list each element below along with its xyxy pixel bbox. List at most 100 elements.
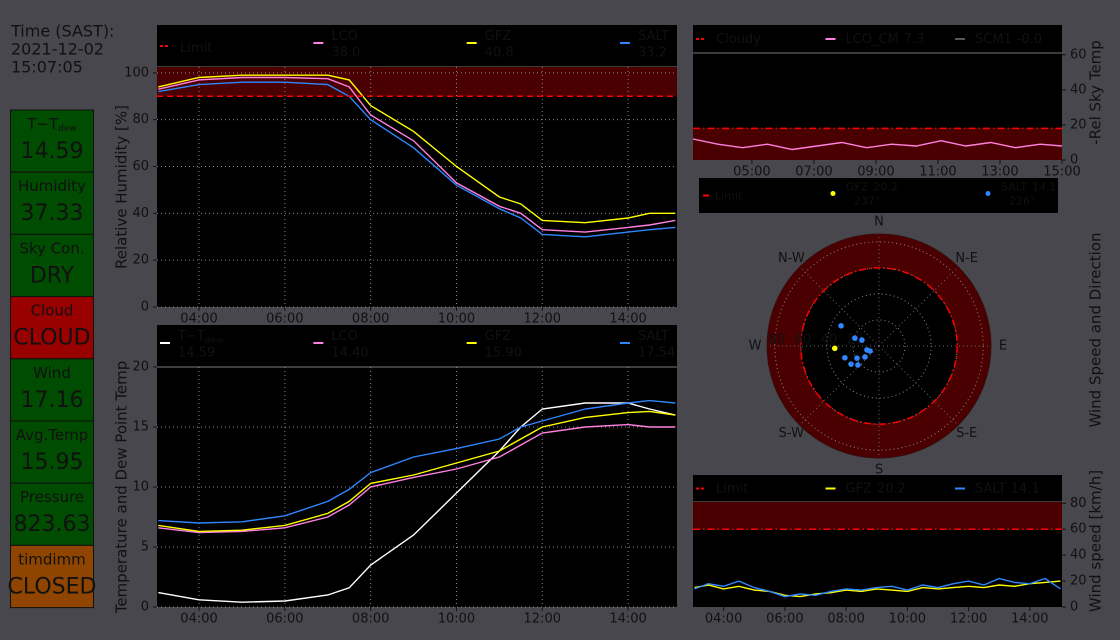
series-line — [158, 81, 676, 238]
legend-name: SALT — [638, 29, 669, 44]
y-tick-label: 0 — [141, 300, 149, 315]
legend-value: 33.2 — [638, 46, 667, 61]
grid-ring — [852, 319, 906, 373]
y-tick-label: 40 — [132, 206, 149, 221]
status-label: Sky Con. — [19, 239, 84, 257]
direction-label: N — [874, 215, 884, 230]
grid-spoke — [799, 345, 880, 426]
x-tick-label: 15:00 — [1043, 165, 1080, 180]
series-line — [158, 423, 676, 534]
legend-label: GFZ 20.2 — [846, 481, 906, 496]
direction-label: S-W — [779, 426, 804, 441]
wind-point — [838, 323, 844, 329]
legend-name: Limit — [715, 190, 743, 203]
wind-point — [852, 335, 858, 341]
legend-value: 14.1 — [1032, 181, 1057, 194]
r-tick-label: 60 — [795, 333, 812, 348]
legend-name: SALT — [1001, 181, 1027, 194]
status-value: CLOSED — [8, 574, 97, 599]
legend-name: SALT — [638, 329, 669, 344]
grid-spoke — [799, 266, 880, 347]
y-tick-label: 80 — [132, 112, 149, 127]
legend-label: SCM1 -0.0 — [975, 32, 1042, 47]
status-value: 14.59 — [21, 139, 84, 164]
x-tick-label: 08:00 — [352, 612, 389, 627]
wind-point — [842, 354, 848, 361]
series-line — [692, 138, 1063, 151]
series-line — [158, 402, 676, 603]
wind-point — [862, 354, 868, 360]
status-value: 823.63 — [14, 512, 91, 537]
wind-point — [855, 362, 861, 368]
status-value: DRY — [30, 263, 75, 288]
x-tick-label: 10:00 — [438, 312, 475, 327]
status-label: Cloud — [31, 301, 74, 319]
y-axis-label: Temperature and Dew Point Temp — [113, 361, 131, 615]
direction-label: S-E — [956, 426, 977, 441]
legend-label: Limit — [716, 481, 748, 496]
x-tick-label: 12:00 — [950, 612, 987, 627]
x-tick-label: 06:00 — [266, 312, 303, 327]
header-line: Time (SAST): — [10, 22, 114, 41]
legend-box — [699, 178, 1058, 213]
direction-label: N-E — [955, 251, 978, 266]
status-label-sub: dew — [58, 124, 77, 134]
legend-label: SALT 14.1 — [975, 481, 1040, 496]
legend-name: Limit — [716, 481, 748, 496]
series-line — [694, 580, 1061, 598]
y-tick-label: 20 — [132, 360, 149, 375]
y-tick-label: 60 — [132, 159, 149, 174]
header-line: 2021-12-02 — [11, 40, 104, 59]
status-label: Avg.Temp — [16, 426, 89, 444]
status-label-main: Cloud — [31, 301, 74, 319]
status-label: timdimm — [18, 550, 86, 568]
x-tick-label: 05:00 — [733, 165, 770, 180]
y-tick-label: 0 — [1070, 153, 1078, 168]
y-tick-label: 80 — [1070, 496, 1087, 511]
series-line — [158, 399, 676, 524]
legend-box — [157, 25, 677, 67]
legend-label: LCO — [331, 329, 358, 344]
legend-label: Limit — [715, 190, 743, 203]
status-label: Wind — [33, 363, 71, 381]
status-value: 17.16 — [21, 388, 84, 413]
legend-box — [693, 25, 1062, 53]
series-line — [694, 577, 1061, 598]
limit-zone — [157, 67, 677, 97]
legend-name: GFZ — [485, 329, 512, 344]
legend-direction: 237° — [854, 195, 881, 208]
legend-name: GFZ — [846, 181, 869, 194]
wind-point — [859, 337, 865, 343]
status-label-main: T−T — [26, 115, 59, 133]
legend-label: LCO — [331, 29, 358, 44]
limit-zone — [693, 502, 1062, 530]
direction-label: N-W — [778, 251, 805, 266]
status-label: T−Tdew — [26, 115, 77, 134]
direction-label: E — [999, 339, 1007, 354]
header-line: 15:07:05 — [11, 58, 83, 77]
y-tick-label: 40 — [1070, 548, 1087, 563]
legend-marker — [830, 191, 836, 196]
legend-value: 14.40 — [331, 346, 368, 361]
legend-value: -0.0 — [1017, 32, 1042, 47]
series-line — [158, 74, 676, 224]
direction-label: W — [749, 339, 762, 354]
status-box — [10, 109, 94, 173]
legend-name: LCO_CM — [846, 32, 899, 47]
r-tick-label: 80 — [769, 333, 786, 348]
status-label-main: timdimm — [18, 550, 86, 568]
x-tick-label: 04:00 — [180, 312, 217, 327]
status-label: Humidity — [18, 177, 86, 195]
status-box — [10, 171, 94, 235]
x-tick-label: 09:00 — [857, 165, 894, 180]
status-label: Pressure — [20, 488, 84, 506]
status-box — [10, 296, 94, 360]
direction-label: S — [875, 463, 883, 478]
legend-name: LCO — [331, 329, 358, 344]
x-tick-label: 06:00 — [766, 612, 803, 627]
limit-ring — [800, 267, 958, 425]
status-value: 15.95 — [21, 450, 84, 475]
legend-value: 7.3 — [904, 32, 925, 47]
x-tick-label: 04:00 — [180, 612, 217, 627]
x-tick-label: 14:00 — [609, 312, 646, 327]
